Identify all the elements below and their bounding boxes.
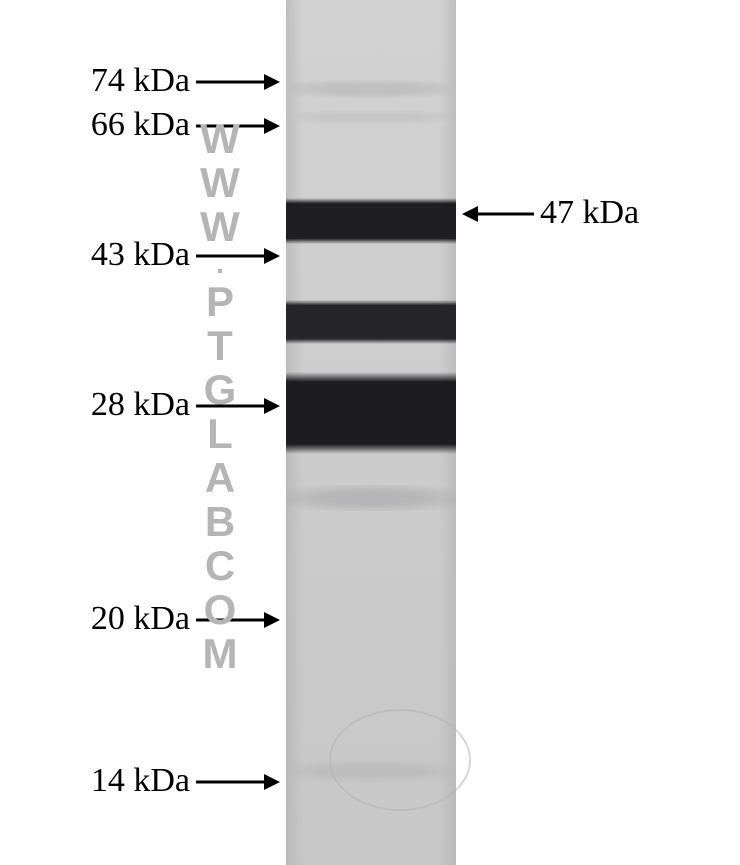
gel-band	[286, 372, 456, 454]
gel-band	[286, 80, 456, 98]
watermark-char: M	[170, 633, 270, 675]
watermark-char: C	[170, 545, 270, 587]
figure-container: WWW.PTGLABCOM 74 kDa 66 kDa 43 kDa 28 kDa 20…	[0, 0, 740, 865]
left-marker-label-1: 66 kDa	[91, 106, 190, 144]
gel-band	[286, 110, 456, 124]
watermark: WWW.PTGLABCOM	[170, 118, 270, 738]
left-marker-label-0: 74 kDa	[91, 62, 190, 100]
gel-band	[286, 485, 456, 511]
left-arrow-5-head	[264, 774, 280, 790]
left-marker-label-2: 43 kDa	[91, 236, 190, 274]
right-marker-label-0: 47 kDa	[540, 194, 639, 232]
right-arrow-0-head	[462, 206, 478, 222]
left-marker-label-5: 14 kDa	[91, 762, 190, 800]
left-arrow-1-head	[264, 118, 280, 134]
gel-band	[286, 198, 456, 244]
watermark-char: T	[170, 325, 270, 367]
watermark-char: W	[170, 162, 270, 204]
left-arrow-4-head	[264, 612, 280, 628]
watermark-char: P	[170, 281, 270, 323]
gel-band	[286, 760, 456, 782]
left-marker-label-3: 28 kDa	[91, 386, 190, 424]
gel-band	[286, 300, 456, 344]
gel-lane	[286, 0, 456, 865]
left-marker-label-4: 20 kDa	[91, 600, 190, 638]
left-arrow-3-head	[264, 398, 280, 414]
watermark-char: B	[170, 501, 270, 543]
left-arrow-0-head	[264, 74, 280, 90]
watermark-char: A	[170, 457, 270, 499]
left-arrow-2-head	[264, 248, 280, 264]
